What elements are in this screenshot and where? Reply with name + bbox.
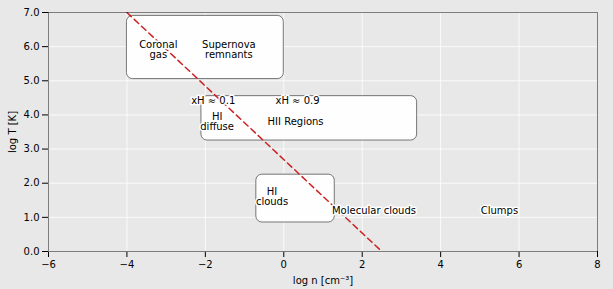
svg-text:HIclouds: HIclouds xyxy=(256,186,288,207)
svg-text:8: 8 xyxy=(594,259,600,270)
svg-text:0.0: 0.0 xyxy=(24,246,40,257)
svg-text:1.0: 1.0 xyxy=(24,212,40,223)
svg-text:log T [K]: log T [K] xyxy=(7,111,18,153)
svg-text:5.0: 5.0 xyxy=(24,75,40,86)
svg-text:4: 4 xyxy=(437,259,443,270)
svg-text:log n [cm⁻³]: log n [cm⁻³] xyxy=(293,275,353,286)
svg-text:−2: −2 xyxy=(198,259,213,270)
svg-text:2.0: 2.0 xyxy=(24,177,40,188)
svg-text:xH ≈ 0.1: xH ≈ 0.1 xyxy=(191,95,235,106)
svg-text:6.0: 6.0 xyxy=(24,41,40,52)
svg-text:HIdiffuse: HIdiffuse xyxy=(200,111,234,132)
svg-text:7.0: 7.0 xyxy=(24,7,40,18)
svg-text:0: 0 xyxy=(281,259,287,270)
svg-text:2: 2 xyxy=(359,259,365,270)
svg-text:3.0: 3.0 xyxy=(24,143,40,154)
svg-text:Coronalgas: Coronalgas xyxy=(139,39,177,60)
svg-text:Clumps: Clumps xyxy=(481,205,518,216)
svg-text:4.0: 4.0 xyxy=(24,109,40,120)
svg-text:HII Regions: HII Regions xyxy=(268,116,324,127)
svg-text:−6: −6 xyxy=(41,259,56,270)
svg-text:Molecular clouds: Molecular clouds xyxy=(332,205,416,216)
svg-text:Supernovaremnants: Supernovaremnants xyxy=(202,39,256,60)
svg-text:xH ≈ 0.9: xH ≈ 0.9 xyxy=(275,95,319,106)
svg-text:−4: −4 xyxy=(120,259,135,270)
svg-text:6: 6 xyxy=(516,259,522,270)
